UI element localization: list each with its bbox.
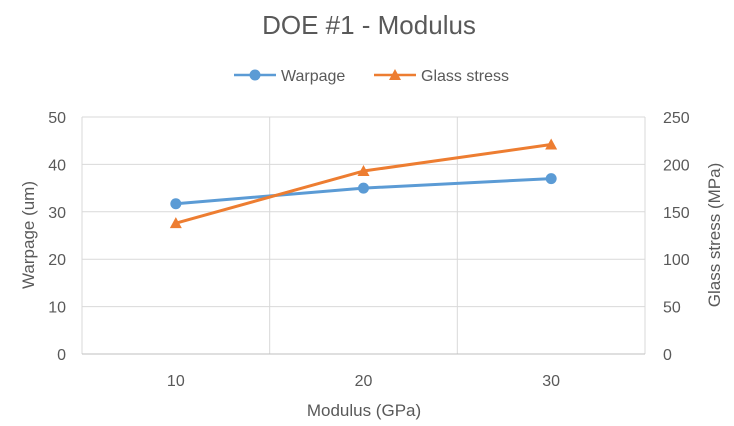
y-tick-label: 50 — [48, 110, 66, 127]
y-tick-label: 0 — [57, 347, 66, 364]
data-point-glass-stress — [169, 217, 182, 229]
y-tick-label: 30 — [48, 205, 66, 222]
y2-tick-label: 150 — [663, 205, 690, 222]
legend-marker-glass-stress — [389, 69, 401, 80]
legend-label-glass-stress: Glass stress — [421, 68, 509, 85]
y2-tick-label: 50 — [663, 300, 681, 317]
legend-marker-warpage — [249, 69, 261, 81]
y-tick-label: 40 — [48, 157, 66, 174]
x-tick-label: 30 — [542, 373, 560, 390]
data-point-glass-stress — [545, 138, 558, 150]
gridlines — [81, 116, 646, 354]
legend: Warpage Glass stress — [234, 68, 509, 85]
y2-tick-label: 250 — [663, 110, 690, 127]
tick-labels: 0 10 20 30 40 50 0 50 100 150 200 250 10 20 30 — [48, 110, 690, 390]
y-tick-label: 10 — [48, 300, 66, 317]
data-point-warpage — [170, 198, 182, 210]
x-tick-label: 20 — [355, 373, 373, 390]
y2-axis-title: Glass stress (MPa) — [705, 163, 724, 308]
y2-tick-label: 100 — [663, 252, 690, 269]
data-point-warpage — [545, 173, 557, 185]
x-tick-label: 10 — [167, 373, 185, 390]
series — [169, 138, 558, 229]
y-axis-title: Warpage (um) — [19, 181, 38, 289]
y-tick-label: 20 — [48, 252, 66, 269]
data-point-glass-stress — [357, 165, 370, 177]
y2-tick-label: 200 — [663, 157, 690, 174]
x-axis-title: Modulus (GPa) — [307, 401, 421, 420]
chart-title: DOE #1 - Modulus — [262, 10, 476, 40]
legend-label-warpage: Warpage — [281, 68, 345, 85]
y2-tick-label: 0 — [663, 347, 672, 364]
data-point-warpage — [358, 182, 369, 194]
